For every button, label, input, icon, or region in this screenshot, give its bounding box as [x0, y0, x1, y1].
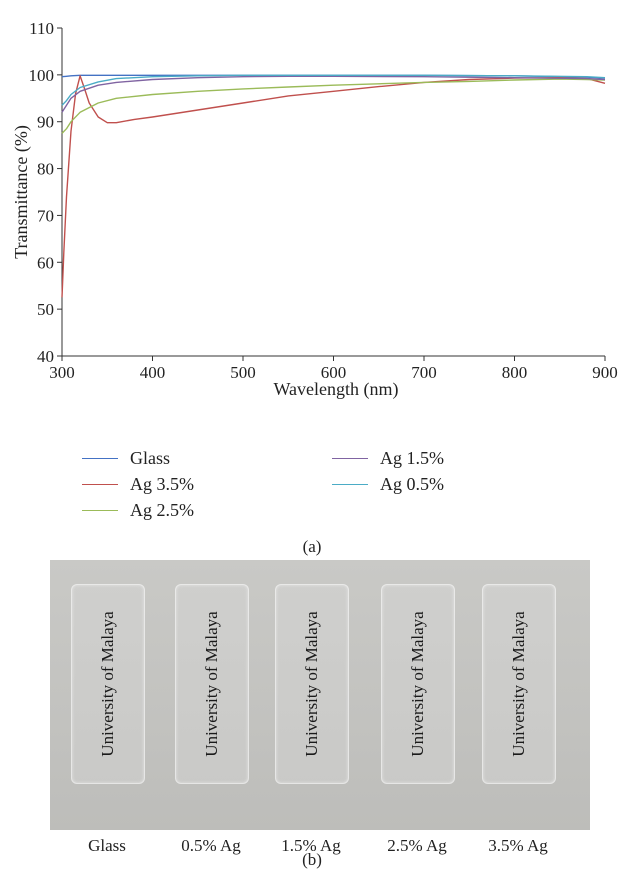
legend-label: Glass	[130, 448, 170, 468]
slide-label: University of Malaya	[408, 611, 427, 757]
series-line-ag-0-5-	[61, 74, 606, 106]
glass-slide: University of Malaya	[275, 584, 349, 784]
y-tick-label: 100	[29, 66, 55, 85]
legend-label: Ag 2.5%	[130, 500, 194, 520]
slides-photo: University of Malaya University of Malaya…	[50, 560, 590, 830]
slide-caption: 0.5% Ag	[181, 836, 241, 855]
legend-label: Ag 0.5%	[380, 474, 444, 494]
glass-slide: University of Malaya	[381, 584, 455, 784]
legend-item: Ag 1.5%	[332, 448, 444, 469]
legend-item: Ag 3.5%	[82, 474, 194, 495]
legend-item: Glass	[82, 448, 170, 469]
y-tick-label: 110	[29, 19, 54, 38]
x-tick-label: 900	[592, 363, 618, 382]
legend-label: Ag 3.5%	[130, 474, 194, 494]
caption-a: (a)	[302, 537, 322, 556]
x-tick-label: 400	[140, 363, 166, 382]
legend-item: Ag 0.5%	[332, 474, 444, 495]
chart-legend: Glass Ag 3.5% Ag 2.5% Ag 1.5% Ag 0.5%	[82, 448, 562, 528]
slide-label: University of Malaya	[98, 611, 117, 757]
series-line-ag-2-5-	[61, 78, 606, 134]
slide-caption: 3.5% Ag	[488, 836, 548, 855]
legend-swatch	[332, 484, 368, 485]
chart-series	[61, 74, 606, 298]
x-tick-label: 600	[321, 363, 347, 382]
chart-axes: 40 50 60 70 80 90 100 110 300 400 500 600 700 800 900	[29, 19, 618, 382]
glass-slide: University of Malaya	[175, 584, 249, 784]
series-line-ag-1-5-	[61, 75, 606, 113]
slide-caption: 1.5% Ag	[281, 836, 341, 855]
slide-caption: 2.5% Ag	[387, 836, 447, 855]
x-tick-label: 800	[502, 363, 528, 382]
x-axis-label: Wavelength (nm)	[273, 379, 398, 400]
legend-label: Ag 1.5%	[380, 448, 444, 468]
glass-slide: University of Malaya	[482, 584, 556, 784]
legend-swatch	[82, 458, 118, 459]
y-tick-label: 50	[37, 300, 54, 319]
y-tick-label: 60	[37, 253, 54, 272]
x-tick-label: 500	[230, 363, 256, 382]
legend-swatch	[82, 484, 118, 485]
slide-label: University of Malaya	[202, 611, 221, 757]
caption-b: (b)	[302, 850, 322, 869]
y-tick-label: 90	[37, 113, 54, 132]
legend-item: Ag 2.5%	[82, 500, 194, 521]
y-tick-label: 70	[37, 206, 54, 225]
glass-slide: University of Malaya	[71, 584, 145, 784]
legend-swatch	[82, 510, 118, 511]
x-tick-label: 700	[411, 363, 437, 382]
slide-caption: Glass	[88, 836, 126, 855]
y-axis-label: Transmittance (%)	[11, 125, 32, 259]
slide-label: University of Malaya	[509, 611, 528, 757]
x-tick-label: 300	[49, 363, 75, 382]
series-line-ag-3-5-	[61, 75, 606, 298]
y-tick-label: 80	[37, 160, 54, 179]
y-tick-label: 40	[37, 347, 54, 366]
legend-swatch	[332, 458, 368, 459]
slide-label: University of Malaya	[302, 611, 321, 757]
